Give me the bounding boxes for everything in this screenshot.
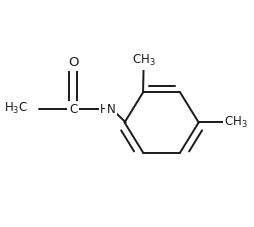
Text: O: O [68,56,78,69]
Text: H: H [100,103,109,116]
Text: C: C [69,103,77,116]
Text: N: N [106,103,115,116]
Text: H$_3$C: H$_3$C [4,101,28,116]
Text: CH$_3$: CH$_3$ [224,115,247,130]
Text: CH$_3$: CH$_3$ [131,53,155,68]
